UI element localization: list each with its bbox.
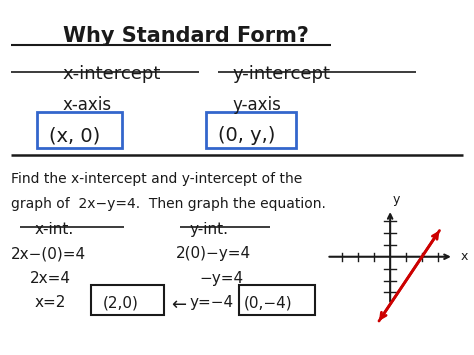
Text: y-intercept: y-intercept bbox=[232, 65, 330, 83]
Text: (0,−4): (0,−4) bbox=[244, 295, 292, 311]
Text: x-int.: x-int. bbox=[35, 222, 73, 236]
Text: y=−4: y=−4 bbox=[190, 295, 234, 311]
Text: 2x=4: 2x=4 bbox=[30, 271, 71, 286]
Text: x-axis: x-axis bbox=[63, 97, 112, 115]
Text: y-int.: y-int. bbox=[190, 222, 229, 236]
Text: (x, 0): (x, 0) bbox=[48, 126, 100, 146]
Text: Find the x-intercept and y-intercept of the: Find the x-intercept and y-intercept of … bbox=[11, 172, 302, 186]
Text: x-intercept: x-intercept bbox=[63, 65, 161, 83]
Text: graph of  2x−y=4.  Then graph the equation.: graph of 2x−y=4. Then graph the equation… bbox=[11, 197, 326, 211]
Text: Why Standard Form?: Why Standard Form? bbox=[63, 26, 309, 46]
Text: (2,0): (2,0) bbox=[103, 295, 138, 311]
Text: ←: ← bbox=[171, 295, 186, 313]
Text: −y=4: −y=4 bbox=[199, 271, 244, 286]
Text: 2(0)−y=4: 2(0)−y=4 bbox=[176, 246, 251, 261]
Text: x: x bbox=[461, 250, 468, 263]
Text: 2x−(0)=4: 2x−(0)=4 bbox=[11, 246, 86, 261]
Text: y-axis: y-axis bbox=[232, 97, 281, 115]
Text: x=2: x=2 bbox=[35, 295, 66, 311]
Text: (0, y,): (0, y,) bbox=[218, 126, 275, 146]
Text: y: y bbox=[392, 193, 400, 206]
